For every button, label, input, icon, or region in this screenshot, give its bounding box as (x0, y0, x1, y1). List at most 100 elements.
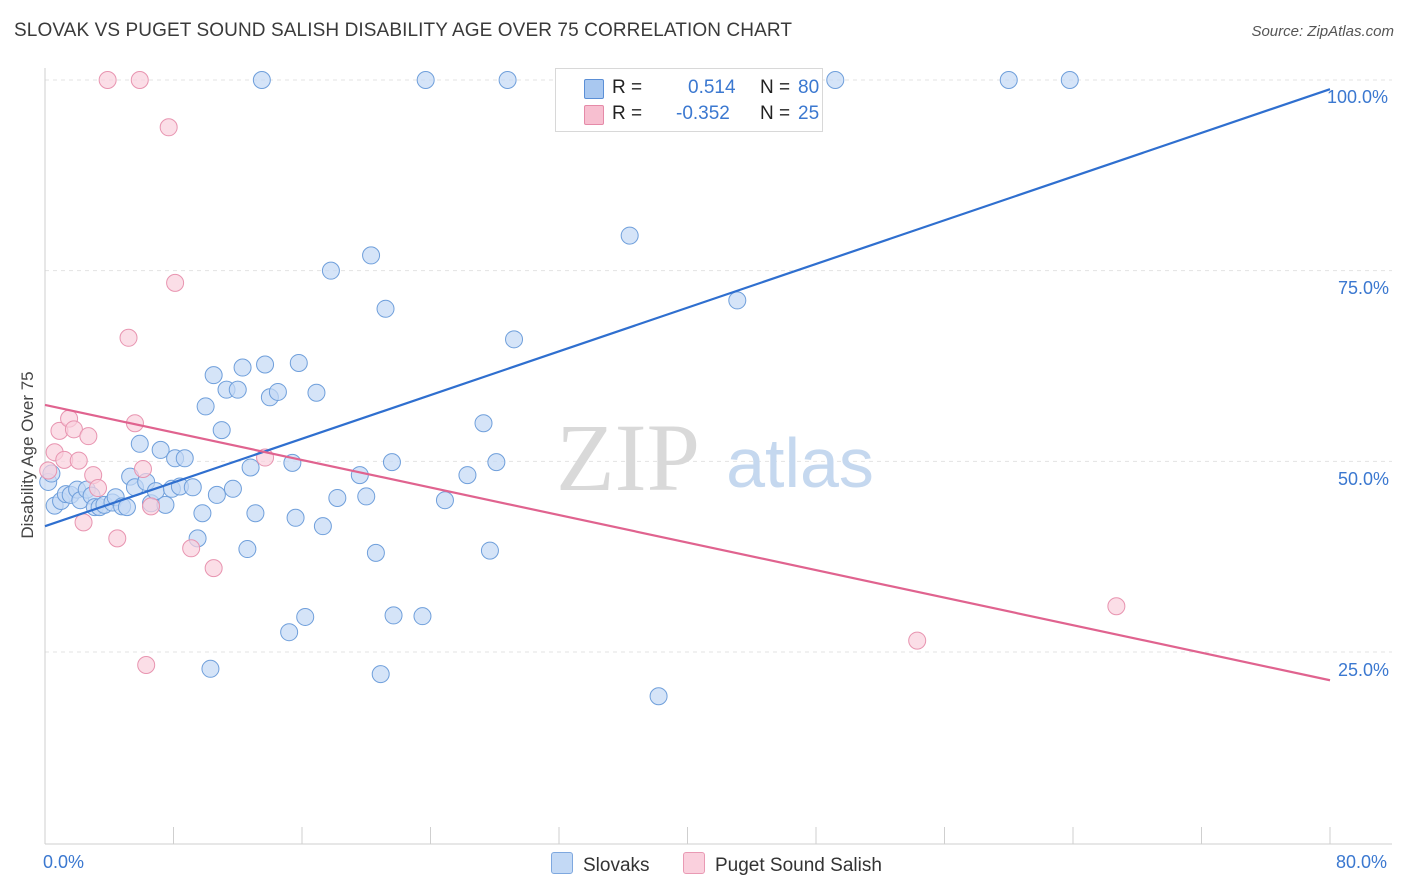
source-label: Source: ZipAtlas.com (1251, 23, 1394, 40)
bottom-legend-label-slovaks: Slovaks (583, 855, 650, 876)
slovaks-point (280, 623, 299, 642)
slovaks-point (228, 380, 247, 399)
slovaks-point (175, 449, 194, 468)
bottom-legend-swatch-salish (683, 852, 705, 874)
legend-r-value: -0.352 (676, 103, 730, 124)
y-tick-label-25: 25.0% (1338, 660, 1390, 680)
slovaks-point (286, 508, 305, 527)
slovaks-point (376, 299, 395, 318)
x-tick-label-max: 80.0% (1336, 852, 1388, 872)
slovaks-point (183, 478, 202, 497)
salish-point (142, 497, 161, 516)
watermark: ZIP atlas (556, 404, 874, 511)
slovaks-point (130, 434, 149, 453)
slovaks-point (313, 517, 332, 536)
salish-point (1107, 597, 1126, 616)
salish-point (159, 118, 178, 137)
slovaks-point (649, 687, 668, 706)
slovaks-point (505, 330, 524, 349)
slovaks-point (366, 543, 385, 562)
slovaks-point (321, 261, 340, 280)
y-tick-label-100: 100.0% (1327, 87, 1389, 107)
watermark-zip: ZIP (556, 404, 700, 511)
slovaks-point (252, 71, 271, 89)
legend-r-label: R = (612, 77, 643, 98)
slovaks-point (238, 540, 257, 559)
slovaks-point (382, 453, 401, 472)
salish-point (130, 71, 149, 89)
salish-point (108, 529, 127, 548)
bottom-legend-swatch-slovaks (551, 852, 573, 874)
slovaks-point (474, 414, 493, 433)
slovaks-point (350, 466, 369, 485)
salish-trend-line (44, 403, 1331, 682)
slovaks-trend-line (44, 88, 1331, 528)
slovaks-point (371, 665, 390, 684)
slovaks-point (1060, 71, 1079, 89)
slovaks-point (241, 458, 260, 477)
watermark-atlas: atlas (726, 424, 874, 502)
slovaks-point (458, 466, 477, 485)
slovaks-point (151, 440, 170, 459)
slovaks-point (268, 382, 287, 401)
slovaks-point (212, 421, 231, 440)
slovaks-point (416, 71, 435, 89)
slovaks-point (362, 246, 381, 265)
slovaks-point (328, 488, 347, 507)
salish-point (89, 479, 108, 498)
salish-point (98, 71, 117, 89)
slovaks-point (246, 504, 265, 523)
legend-n-value: 80 (798, 77, 820, 98)
legend-swatch-salish (584, 105, 604, 125)
slovaks-point (498, 71, 517, 89)
x-tick-label-min: 0.0% (43, 852, 85, 872)
y-axis-label: Disability Age Over 75 (18, 371, 37, 539)
slovaks-point (296, 607, 315, 626)
slovaks-point (357, 487, 376, 506)
slovaks-point (487, 453, 506, 472)
slovaks-point (480, 541, 499, 560)
legend-n-label: N = (760, 103, 791, 124)
legend-n-label: N = (760, 77, 791, 98)
slovaks-point (413, 607, 432, 626)
slovaks-point (233, 358, 252, 377)
legend-n-value: 25 (798, 103, 820, 124)
salish-point (182, 539, 201, 558)
slovaks-point (201, 659, 220, 678)
data-points (39, 71, 1126, 706)
y-tick-label-75: 75.0% (1338, 278, 1390, 298)
slovaks-point (289, 353, 308, 372)
slovaks-point (728, 291, 747, 310)
slovaks-point (826, 71, 845, 89)
salish-point (79, 427, 98, 446)
slovaks-point (307, 383, 326, 402)
salish-point (64, 420, 83, 439)
salish-point (74, 513, 93, 532)
legend-r-value: 0.514 (688, 77, 736, 98)
slovaks-point (223, 479, 242, 498)
slovaks-point (196, 397, 215, 416)
chart-title: SLOVAK VS PUGET SOUND SALISH DISABILITY … (14, 20, 793, 41)
slovaks-point (256, 355, 275, 374)
salish-point (39, 461, 58, 480)
salish-point (908, 631, 927, 650)
salish-point (69, 451, 88, 470)
salish-point (133, 459, 152, 478)
bottom-legend-salish: Puget Sound Salish (683, 852, 882, 877)
salish-point (119, 328, 138, 347)
slovaks-point (435, 491, 454, 510)
correlation-legend: R = 0.514 N = 80 R = -0.352 N = 25 (555, 68, 823, 132)
slovaks-point (193, 504, 212, 523)
legend-r-label: R = (612, 103, 643, 124)
axes (44, 68, 1392, 845)
bottom-legend-label-salish: Puget Sound Salish (715, 855, 882, 876)
legend-swatch-slovaks (584, 79, 604, 99)
slovaks-point (204, 366, 223, 385)
slovaks-point (999, 71, 1018, 89)
trend-lines (44, 88, 1331, 682)
salish-point (204, 559, 223, 578)
slovaks-point (620, 226, 639, 245)
bottom-legend-slovaks: Slovaks (551, 852, 650, 877)
y-tick-label-50: 50.0% (1338, 469, 1390, 489)
